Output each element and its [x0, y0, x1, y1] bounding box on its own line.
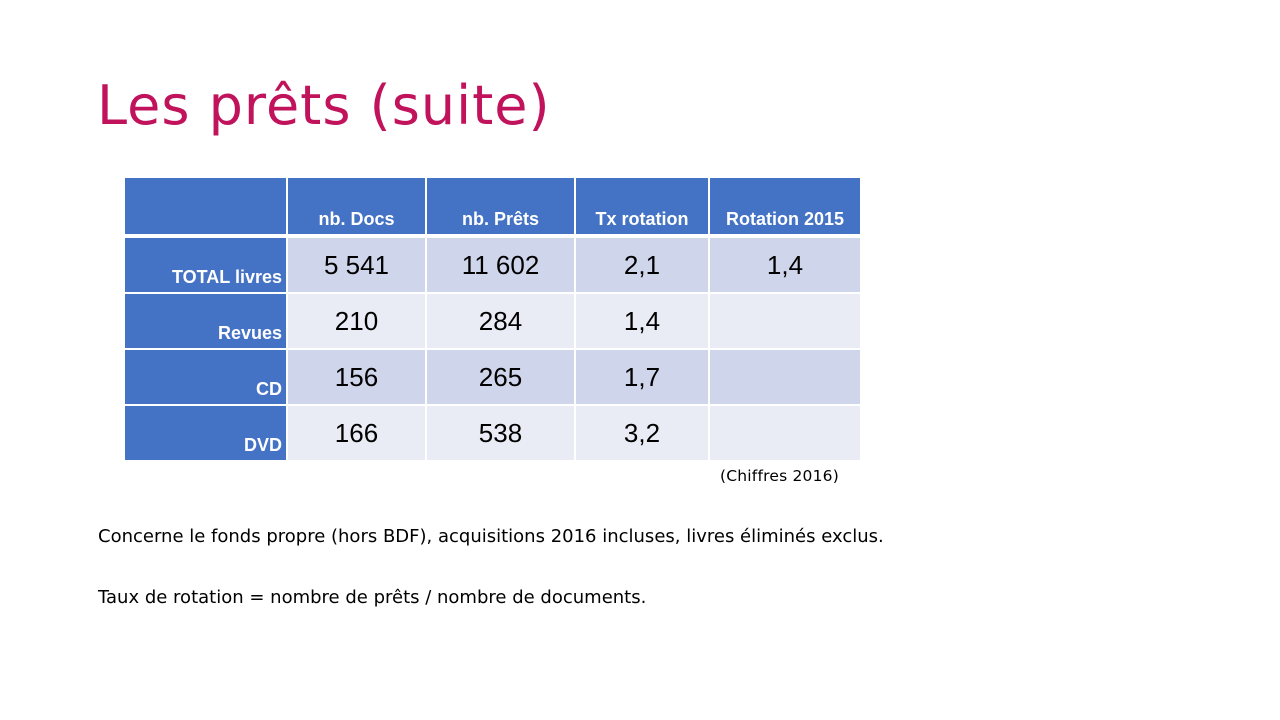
row-label: TOTAL livres	[123, 235, 288, 294]
cell-nb-docs: 5 541	[286, 235, 427, 294]
cell-tx-rotation: 2,1	[574, 235, 710, 294]
cell-tx-rotation: 1,7	[574, 348, 710, 406]
cell-nb-prets: 538	[425, 404, 576, 462]
cell-rotation-2015: 1,4	[708, 235, 862, 294]
cell-nb-docs: 156	[286, 348, 427, 406]
cell-rotation-2015	[708, 348, 862, 406]
cell-nb-prets: 265	[425, 348, 576, 406]
cell-tx-rotation: 1,4	[574, 292, 710, 350]
header-nb-prets: nb. Prêts	[425, 176, 576, 238]
scope-note: Concerne le fonds propre (hors BDF), acq…	[98, 526, 884, 547]
loans-table: nb. Docs nb. Prêts Tx rotation Rotation …	[123, 176, 862, 462]
cell-tx-rotation: 3,2	[574, 404, 710, 462]
table-row: TOTAL livres 5 541 11 602 2,1 1,4	[123, 235, 862, 294]
header-rotation-2015: Rotation 2015	[708, 176, 862, 238]
table-row: Revues 210 284 1,4	[123, 292, 862, 350]
rotation-definition: Taux de rotation = nombre de prêts / nom…	[98, 587, 647, 608]
table-header-row: nb. Docs nb. Prêts Tx rotation Rotation …	[123, 176, 862, 238]
cell-nb-docs: 166	[286, 404, 427, 462]
row-label: DVD	[123, 404, 288, 462]
cell-nb-docs: 210	[286, 292, 427, 350]
slide-title: Les prêts (suite)	[97, 74, 551, 137]
header-tx-rotation: Tx rotation	[574, 176, 710, 238]
row-label: Revues	[123, 292, 288, 350]
cell-rotation-2015	[708, 292, 862, 350]
source-note: (Chiffres 2016)	[720, 467, 839, 485]
header-nb-docs: nb. Docs	[286, 176, 427, 238]
row-label: CD	[123, 348, 288, 406]
header-corner	[123, 176, 288, 238]
cell-rotation-2015	[708, 404, 862, 462]
table-row: DVD 166 538 3,2	[123, 404, 862, 462]
cell-nb-prets: 11 602	[425, 235, 576, 294]
table-row: CD 156 265 1,7	[123, 348, 862, 406]
cell-nb-prets: 284	[425, 292, 576, 350]
